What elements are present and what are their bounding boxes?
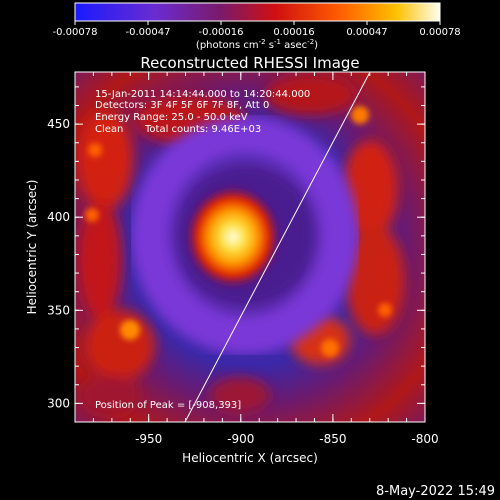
rhessi-image <box>75 72 425 422</box>
peak-position-label: Position of Peak = [-908,393] <box>95 400 241 411</box>
colorbar-tick-label: 0.00016 <box>273 27 314 38</box>
colorbar-units: (photons cm-2 s-1 asec-2) <box>196 38 318 51</box>
colorbar-tick-label: -0.00078 <box>53 27 98 38</box>
clean-label: Clean <box>95 124 123 135</box>
solar-limb-line <box>184 72 371 422</box>
colorbar-ticks: -0.00078 -0.00047 -0.00016 0.00016 0.00047 0.… <box>53 21 461 38</box>
colorbar: -0.00078 -0.00047 -0.00016 0.00016 0.00047 0.… <box>53 2 461 51</box>
colorbar-tick-label: 0.00078 <box>419 27 460 38</box>
detectors-label: Detectors: 3F 4F 5F 6F 7F 8F, Att 0 <box>95 100 269 111</box>
colorbar-tick-label: 0.00047 <box>346 27 387 38</box>
time-range-label: 15-Jan-2011 14:14:44.000 to 14:20:44.000 <box>95 89 310 100</box>
peak-source <box>185 185 281 289</box>
colorbar-tick-label: -0.00016 <box>199 27 244 38</box>
footer-date: 8-May-2022 15:49 <box>376 484 495 499</box>
x-tick-label: -800 <box>411 432 438 446</box>
plot-title: Reconstructed RHESSI Image <box>140 54 359 72</box>
y-axis-label: Heliocentric Y (arcsec) <box>25 180 39 315</box>
y-tick-label: 450 <box>47 117 70 131</box>
total-counts-label: Total counts: 9.46E+03 <box>144 124 261 135</box>
energy-range-label: Energy Range: 25.0 - 50.0 keV <box>95 112 248 123</box>
plot-frame <box>74 71 426 423</box>
y-tick-label: 400 <box>47 210 70 224</box>
x-tick-label: -900 <box>227 432 254 446</box>
y-tick-label: 300 <box>47 396 70 410</box>
y-tick-label: 350 <box>47 303 70 317</box>
annotations: 15-Jan-2011 14:14:44.000 to 14:20:44.000… <box>95 89 310 411</box>
colorbar-tick-label: -0.00047 <box>126 27 171 38</box>
x-axis-label: Heliocentric X (arcsec) <box>182 451 318 465</box>
x-tick-label: -950 <box>135 432 162 446</box>
axis-ticks: -950 -900 -850 -800 300 350 400 450 <box>47 72 439 446</box>
colorbar-gradient <box>74 2 441 22</box>
x-tick-label: -850 <box>319 432 346 446</box>
